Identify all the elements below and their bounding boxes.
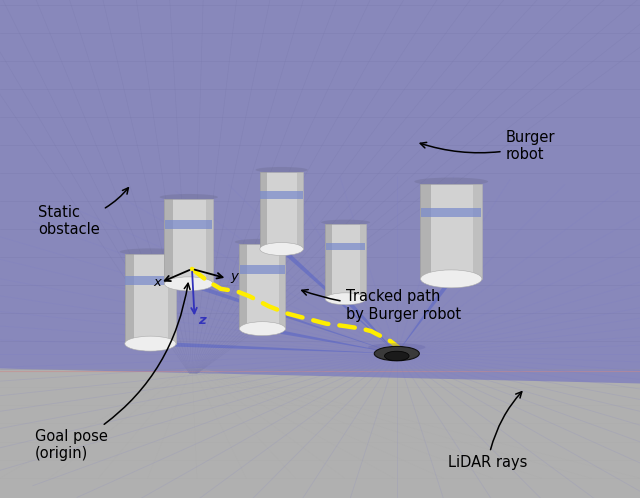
Polygon shape bbox=[168, 254, 176, 344]
Ellipse shape bbox=[385, 351, 409, 361]
Polygon shape bbox=[239, 244, 248, 329]
Polygon shape bbox=[397, 262, 465, 354]
Polygon shape bbox=[260, 172, 268, 249]
Text: LiDAR rays: LiDAR rays bbox=[448, 392, 527, 470]
Polygon shape bbox=[167, 275, 397, 354]
Polygon shape bbox=[360, 224, 366, 299]
Text: z: z bbox=[198, 314, 206, 327]
Polygon shape bbox=[206, 199, 213, 284]
Polygon shape bbox=[0, 0, 640, 383]
Ellipse shape bbox=[260, 243, 303, 255]
Polygon shape bbox=[473, 184, 482, 279]
Ellipse shape bbox=[325, 293, 366, 305]
Ellipse shape bbox=[164, 277, 213, 291]
Polygon shape bbox=[260, 191, 303, 199]
Polygon shape bbox=[239, 244, 285, 329]
Ellipse shape bbox=[235, 239, 290, 245]
Polygon shape bbox=[125, 276, 175, 285]
Ellipse shape bbox=[414, 178, 488, 186]
Text: Tracked path
by Burger robot: Tracked path by Burger robot bbox=[302, 289, 461, 322]
Polygon shape bbox=[330, 283, 397, 354]
Text: x: x bbox=[154, 276, 161, 289]
Text: Goal pose
(origin): Goal pose (origin) bbox=[35, 283, 190, 461]
Polygon shape bbox=[421, 208, 481, 217]
Ellipse shape bbox=[321, 220, 370, 225]
Polygon shape bbox=[125, 254, 176, 344]
Polygon shape bbox=[265, 235, 397, 354]
Ellipse shape bbox=[120, 249, 181, 255]
Text: Static
obstacle: Static obstacle bbox=[38, 188, 129, 237]
Polygon shape bbox=[240, 322, 397, 354]
Polygon shape bbox=[0, 364, 640, 498]
Polygon shape bbox=[420, 184, 482, 279]
Ellipse shape bbox=[374, 347, 419, 361]
Polygon shape bbox=[260, 172, 303, 249]
Polygon shape bbox=[297, 172, 303, 249]
Polygon shape bbox=[326, 243, 365, 250]
Text: y: y bbox=[230, 270, 238, 283]
Ellipse shape bbox=[368, 343, 426, 351]
Polygon shape bbox=[278, 244, 285, 329]
Polygon shape bbox=[165, 220, 212, 229]
Polygon shape bbox=[164, 199, 213, 284]
Polygon shape bbox=[420, 184, 431, 279]
Ellipse shape bbox=[255, 167, 308, 173]
Polygon shape bbox=[325, 224, 332, 299]
Polygon shape bbox=[240, 265, 285, 274]
Ellipse shape bbox=[420, 270, 482, 288]
Polygon shape bbox=[125, 254, 134, 344]
Polygon shape bbox=[325, 224, 366, 299]
Ellipse shape bbox=[159, 194, 218, 200]
Ellipse shape bbox=[125, 336, 176, 351]
Polygon shape bbox=[128, 340, 397, 354]
Ellipse shape bbox=[239, 322, 285, 336]
Polygon shape bbox=[164, 199, 173, 284]
Text: Burger
robot: Burger robot bbox=[420, 130, 555, 162]
